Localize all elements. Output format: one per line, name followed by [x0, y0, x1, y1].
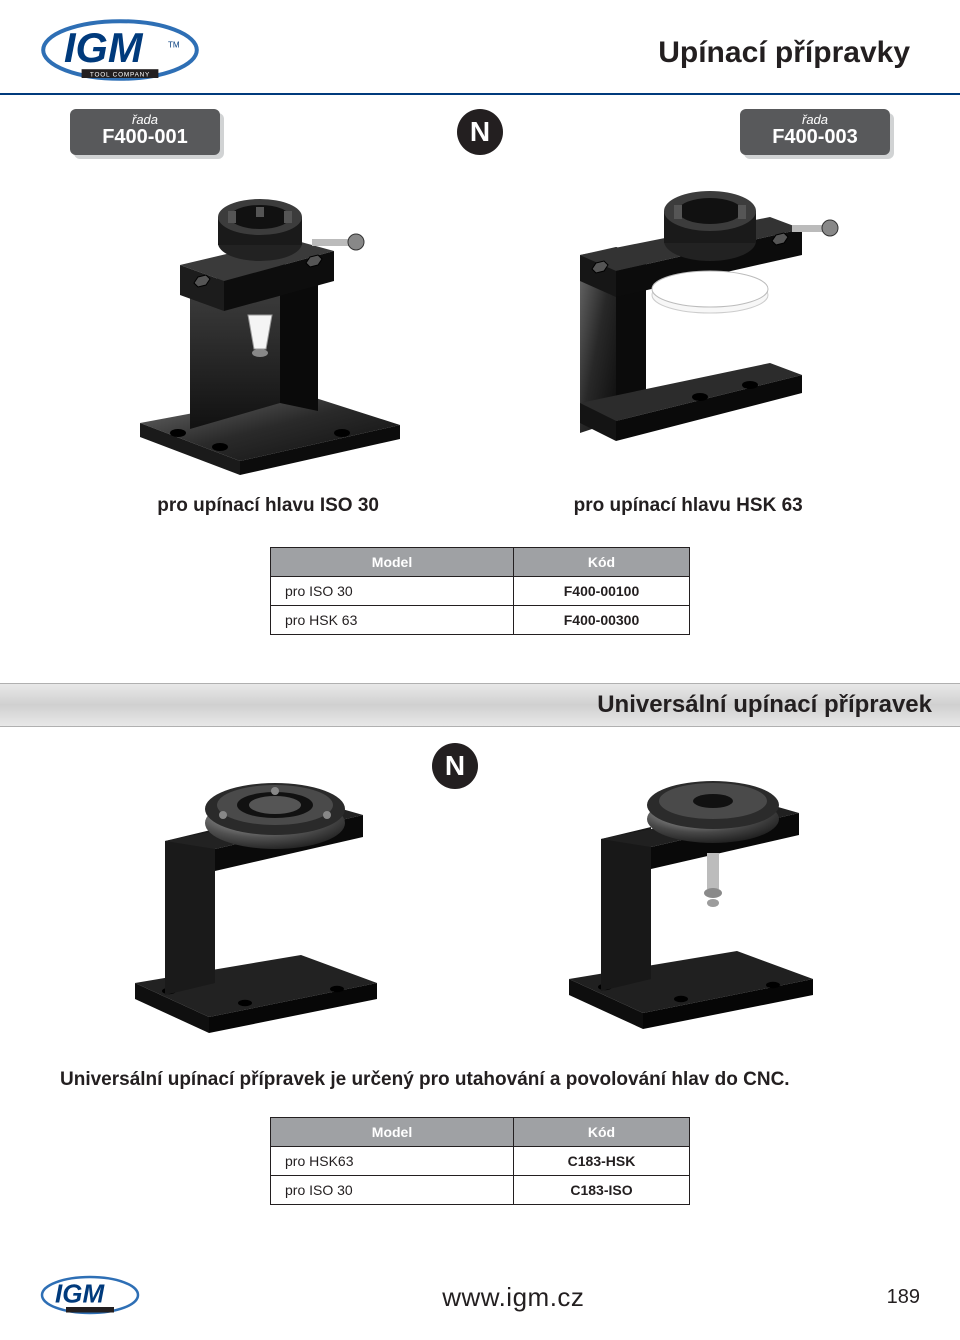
series-badge-right: řada F400-003: [740, 109, 890, 155]
series-label: řada: [70, 113, 220, 126]
table2-r1c1: C183-ISO: [514, 1176, 690, 1205]
series-code-right: F400-003: [740, 126, 890, 149]
caption-hsk63: pro upínací hlavu HSK 63: [574, 495, 803, 517]
table2-r0c0: pro HSK63: [271, 1147, 514, 1176]
table2-header-model: Model: [271, 1118, 514, 1147]
svg-text:IGM: IGM: [55, 1279, 105, 1309]
brand-logo: IGM TM TOOL COMPANY: [40, 18, 200, 87]
svg-text:TOOL COMPANY: TOOL COMPANY: [90, 71, 150, 78]
n-badge-icon: N: [432, 743, 478, 789]
captions-row-1: pro upínací hlavu ISO 30 pro upínací hla…: [0, 485, 960, 547]
product-table-2: Model Kód pro HSK63 C183-HSK pro ISO 30 …: [270, 1117, 690, 1205]
series-code-left: F400-001: [70, 126, 220, 149]
footer-url: www.igm.cz: [442, 1282, 584, 1313]
section2-description: Universální upínací přípravek je určený …: [0, 1057, 960, 1117]
page-title: Upínací přípravky: [658, 36, 910, 70]
table1-header-model: Model: [271, 548, 514, 577]
fixture-image-iso30: [120, 185, 420, 485]
universal-fixture-hsk: [105, 747, 405, 1047]
product-table-1: Model Kód pro ISO 30 F400-00100 pro HSK …: [270, 547, 690, 635]
n-badge-icon: N: [457, 109, 503, 155]
page-footer: IGM www.igm.cz 189: [0, 1275, 960, 1320]
section2-title: Universální upínací přípravek: [597, 691, 932, 719]
series-row: řada F400-001 N řada F400-003: [0, 95, 960, 155]
table2-r1c0: pro ISO 30: [271, 1176, 514, 1205]
footer-logo: IGM: [40, 1275, 140, 1320]
table-row: pro ISO 30 C183-ISO: [271, 1176, 690, 1205]
table2-header-code: Kód: [514, 1118, 690, 1147]
table1-r1c1: F400-00300: [514, 606, 690, 635]
table-row: pro HSK 63 F400-00300: [271, 606, 690, 635]
table-row: pro HSK63 C183-HSK: [271, 1147, 690, 1176]
table1-r0c0: pro ISO 30: [271, 577, 514, 606]
svg-text:IGM: IGM: [64, 24, 144, 71]
table1-header-code: Kód: [514, 548, 690, 577]
table2-r0c1: C183-HSK: [514, 1147, 690, 1176]
caption-iso30: pro upínací hlavu ISO 30: [157, 495, 379, 517]
section-title-bar: Universální upínací přípravek: [0, 683, 960, 727]
page-number: 189: [887, 1286, 920, 1309]
series-label: řada: [740, 113, 890, 126]
fixture-image-hsk63: [540, 185, 840, 485]
page-header: IGM TM TOOL COMPANY Upínací přípravky: [0, 0, 960, 95]
table1-r1c0: pro HSK 63: [271, 606, 514, 635]
universal-fixture-iso: [535, 747, 835, 1047]
product-images-row-1: [0, 155, 960, 485]
table1-r0c1: F400-00100: [514, 577, 690, 606]
table-row: pro ISO 30 F400-00100: [271, 577, 690, 606]
svg-text:TM: TM: [168, 41, 180, 50]
product-images-row-2: N: [0, 727, 960, 1057]
series-badge-left: řada F400-001: [70, 109, 220, 155]
